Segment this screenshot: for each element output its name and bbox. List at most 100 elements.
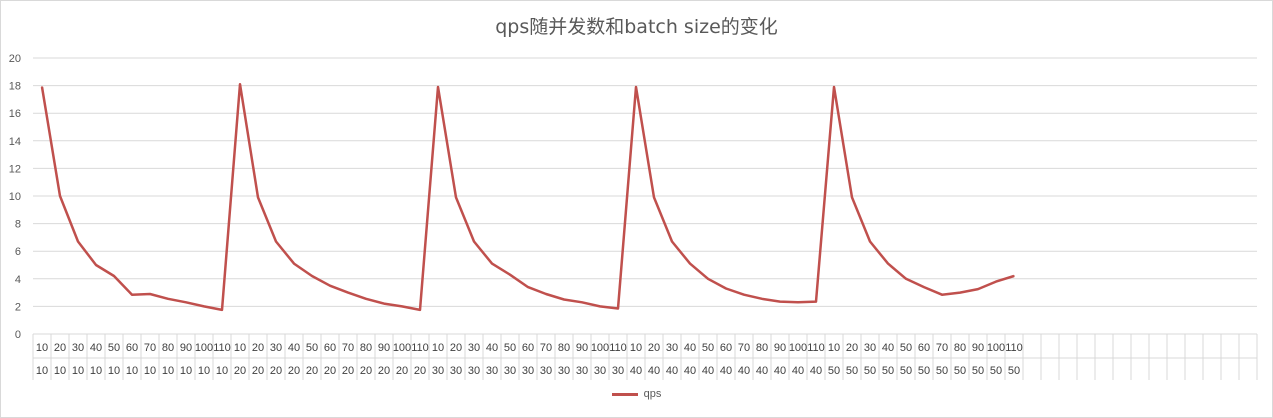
x-group-label: 30 — [432, 365, 444, 377]
qps-data-point — [131, 293, 133, 296]
legend-label: qps — [643, 388, 662, 400]
qps-data-point — [167, 298, 169, 300]
qps-data-point — [761, 298, 763, 300]
qps-data-point — [401, 305, 403, 308]
x-tick-label: 40 — [684, 342, 696, 354]
x-tick-label: 80 — [162, 342, 174, 354]
x-tick-label: 90 — [972, 342, 984, 354]
x-tick-label: 100 — [591, 342, 609, 354]
x-tick-label: 40 — [882, 342, 894, 354]
x-tick-label: 20 — [252, 342, 264, 354]
x-tick-label: 80 — [558, 342, 570, 354]
x-tick-label: 70 — [144, 342, 156, 354]
qps-data-point — [41, 86, 43, 88]
x-group-label: 10 — [72, 365, 84, 377]
x-tick-label: 10 — [36, 342, 48, 354]
x-tick-label: 30 — [270, 342, 282, 354]
qps-data-point — [923, 286, 925, 288]
x-group-label: 50 — [972, 365, 984, 377]
x-group-label: 20 — [270, 365, 282, 377]
qps-data-point — [545, 293, 547, 295]
x-tick-label: 30 — [72, 342, 84, 354]
x-tick-label: 60 — [918, 342, 930, 354]
x-group-label: 30 — [576, 365, 588, 377]
x-group-label: 20 — [360, 365, 372, 377]
x-group-label: 10 — [90, 365, 102, 377]
y-tick-label: 10 — [9, 191, 21, 203]
x-group-label: 30 — [504, 365, 516, 377]
qps-data-point — [437, 86, 439, 88]
x-tick-label: 70 — [936, 342, 948, 354]
y-tick-label: 6 — [15, 246, 21, 258]
qps-data-point — [671, 240, 673, 243]
qps-data-point — [851, 196, 853, 199]
y-tick-label: 0 — [15, 329, 21, 341]
x-group-label: 10 — [216, 365, 228, 377]
qps-data-point — [239, 83, 241, 86]
x-tick-label: 10 — [432, 342, 444, 354]
x-tick-label: 80 — [360, 342, 372, 354]
x-tick-label: 110 — [609, 342, 627, 354]
x-tick-label: 60 — [324, 342, 336, 354]
x-group-label: 20 — [342, 365, 354, 377]
x-tick-label: 60 — [720, 342, 732, 354]
qps-data-point — [689, 262, 691, 265]
x-group-label: 30 — [612, 365, 624, 377]
x-tick-label: 40 — [288, 342, 300, 354]
x-group-label: 50 — [882, 365, 894, 377]
x-tick-label: 60 — [126, 342, 138, 354]
x-group-label: 20 — [324, 365, 336, 377]
x-group-label: 50 — [918, 365, 930, 377]
qps-data-point — [905, 278, 907, 280]
x-tick-label: 30 — [864, 342, 876, 354]
qps-data-point — [275, 240, 277, 243]
x-tick-label: 10 — [630, 342, 642, 354]
x-tick-label: 20 — [846, 342, 858, 354]
x-tick-label: 50 — [504, 342, 516, 354]
qps-data-point — [617, 307, 619, 310]
qps-data-point — [365, 298, 367, 300]
legend: qps — [0, 388, 1273, 400]
qps-data-point — [257, 196, 259, 199]
qps-data-point — [725, 287, 727, 290]
qps-data-point — [995, 280, 997, 283]
x-group-label: 40 — [792, 365, 804, 377]
qps-data-point — [797, 301, 799, 304]
qps-data-point — [527, 286, 529, 288]
x-tick-label: 110 — [411, 342, 429, 354]
qps-data-point — [959, 291, 961, 294]
x-tick-label: 80 — [756, 342, 768, 354]
x-group-label: 10 — [126, 365, 138, 377]
x-group-label: 50 — [936, 365, 948, 377]
qps-data-point — [221, 309, 223, 311]
x-group-label: 20 — [378, 365, 390, 377]
x-tick-label: 110 — [1005, 342, 1023, 354]
x-group-label: 40 — [666, 365, 678, 377]
x-tick-label: 20 — [54, 342, 66, 354]
qps-data-point — [59, 195, 61, 197]
x-group-label: 20 — [252, 365, 264, 377]
x-tick-label: 20 — [450, 342, 462, 354]
qps-data-point — [941, 293, 943, 296]
x-tick-label: 70 — [540, 342, 552, 354]
qps-data-point — [653, 196, 655, 199]
qps-data-point — [707, 278, 709, 280]
x-tick-label: 30 — [666, 342, 678, 354]
x-group-label: 30 — [486, 365, 498, 377]
x-tick-label: 70 — [342, 342, 354, 354]
x-group-label: 30 — [450, 365, 462, 377]
qps-data-point — [473, 240, 475, 243]
qps-data-point — [149, 293, 151, 295]
x-group-label: 50 — [900, 365, 912, 377]
y-tick-label: 20 — [9, 53, 21, 65]
x-group-label: 10 — [144, 365, 156, 377]
qps-data-point — [743, 293, 745, 296]
y-tick-label: 4 — [15, 274, 21, 286]
qps-data-point — [599, 305, 601, 308]
x-group-label: 50 — [954, 365, 966, 377]
qps-data-point — [185, 301, 187, 304]
x-group-label: 40 — [810, 365, 822, 377]
x-group-label: 30 — [594, 365, 606, 377]
